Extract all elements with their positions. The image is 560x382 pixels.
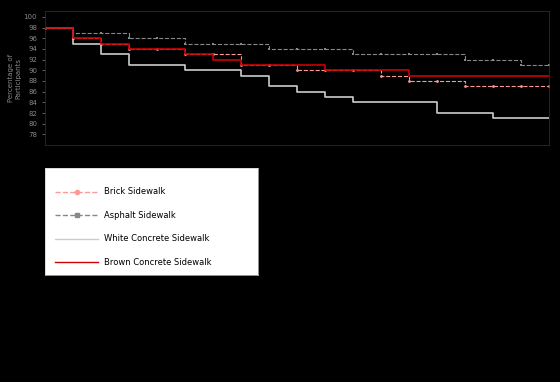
Brown Concrete Sidewalk	[153, 47, 160, 51]
Brick Sidewalk	[153, 47, 160, 51]
Asphalt Sidewalk	[265, 47, 272, 51]
Brown Concrete Sidewalk	[293, 63, 300, 67]
White Concrete Sidewalk	[153, 63, 160, 67]
Asphalt Sidewalk	[209, 41, 216, 46]
Brick Sidewalk	[41, 25, 48, 30]
Brick Sidewalk	[349, 68, 356, 73]
Brick Sidewalk	[433, 79, 440, 83]
Brown Concrete Sidewalk	[489, 73, 496, 78]
Brick Sidewalk	[293, 68, 300, 73]
Brick Sidewalk	[405, 79, 412, 83]
White Concrete Sidewalk	[321, 95, 328, 99]
White Concrete Sidewalk	[293, 89, 300, 94]
White Concrete Sidewalk	[125, 63, 132, 67]
Brick Sidewalk	[181, 52, 188, 57]
White Concrete Sidewalk	[461, 111, 468, 115]
Text: White Concrete Sidewalk: White Concrete Sidewalk	[104, 234, 210, 243]
White Concrete Sidewalk	[433, 111, 440, 115]
Asphalt Sidewalk	[517, 63, 524, 67]
Asphalt Sidewalk	[237, 41, 244, 46]
Text: Asphalt Sidewalk: Asphalt Sidewalk	[104, 210, 176, 220]
Brown Concrete Sidewalk	[461, 73, 468, 78]
Brown Concrete Sidewalk	[209, 57, 216, 62]
Asphalt Sidewalk	[181, 41, 188, 46]
Brick Sidewalk	[461, 84, 468, 89]
Brown Concrete Sidewalk	[349, 68, 356, 73]
White Concrete Sidewalk	[349, 100, 356, 105]
Brown Concrete Sidewalk	[517, 73, 524, 78]
Brick Sidewalk	[125, 47, 132, 51]
Brick Sidewalk	[489, 84, 496, 89]
White Concrete Sidewalk	[181, 68, 188, 73]
Asphalt Sidewalk	[433, 52, 440, 57]
White Concrete Sidewalk	[41, 25, 48, 30]
Line: Brick Sidewalk: Brick Sidewalk	[44, 26, 550, 88]
Asphalt Sidewalk	[405, 52, 412, 57]
Asphalt Sidewalk	[377, 52, 384, 57]
Line: White Concrete Sidewalk: White Concrete Sidewalk	[45, 28, 549, 118]
Brown Concrete Sidewalk	[265, 63, 272, 67]
Brick Sidewalk	[545, 84, 552, 89]
Brick Sidewalk	[69, 36, 76, 40]
Line: Brown Concrete Sidewalk: Brown Concrete Sidewalk	[45, 28, 549, 76]
Brown Concrete Sidewalk	[405, 73, 412, 78]
White Concrete Sidewalk	[69, 41, 76, 46]
Asphalt Sidewalk	[125, 36, 132, 40]
Brick Sidewalk	[237, 63, 244, 67]
Asphalt Sidewalk	[545, 63, 552, 67]
Brick Sidewalk	[265, 63, 272, 67]
Brown Concrete Sidewalk	[41, 25, 48, 30]
Brown Concrete Sidewalk	[97, 41, 104, 46]
Brown Concrete Sidewalk	[125, 47, 132, 51]
Asphalt Sidewalk	[489, 57, 496, 62]
Brown Concrete Sidewalk	[377, 68, 384, 73]
Text: Brick Sidewalk: Brick Sidewalk	[104, 187, 166, 196]
Asphalt Sidewalk	[321, 47, 328, 51]
Asphalt Sidewalk	[349, 52, 356, 57]
Asphalt Sidewalk	[293, 47, 300, 51]
White Concrete Sidewalk	[517, 116, 524, 121]
Brown Concrete Sidewalk	[545, 73, 552, 78]
Y-axis label: Percentage of
Participants: Percentage of Participants	[8, 54, 21, 102]
Brown Concrete Sidewalk	[181, 52, 188, 57]
Asphalt Sidewalk	[153, 36, 160, 40]
White Concrete Sidewalk	[237, 73, 244, 78]
Brown Concrete Sidewalk	[237, 63, 244, 67]
Asphalt Sidewalk	[461, 57, 468, 62]
Brown Concrete Sidewalk	[69, 36, 76, 40]
Brick Sidewalk	[517, 84, 524, 89]
Brick Sidewalk	[377, 73, 384, 78]
Brick Sidewalk	[97, 41, 104, 46]
White Concrete Sidewalk	[265, 84, 272, 89]
White Concrete Sidewalk	[97, 52, 104, 57]
Asphalt Sidewalk	[97, 31, 104, 35]
Asphalt Sidewalk	[41, 25, 48, 30]
Brown Concrete Sidewalk	[321, 68, 328, 73]
White Concrete Sidewalk	[209, 68, 216, 73]
Brown Concrete Sidewalk	[433, 73, 440, 78]
Text: Brown Concrete Sidewalk: Brown Concrete Sidewalk	[104, 258, 212, 267]
Line: Asphalt Sidewalk: Asphalt Sidewalk	[44, 26, 550, 66]
White Concrete Sidewalk	[489, 116, 496, 121]
Asphalt Sidewalk	[69, 31, 76, 35]
White Concrete Sidewalk	[405, 100, 412, 105]
White Concrete Sidewalk	[377, 100, 384, 105]
Brick Sidewalk	[209, 52, 216, 57]
White Concrete Sidewalk	[545, 116, 552, 121]
Brick Sidewalk	[321, 68, 328, 73]
